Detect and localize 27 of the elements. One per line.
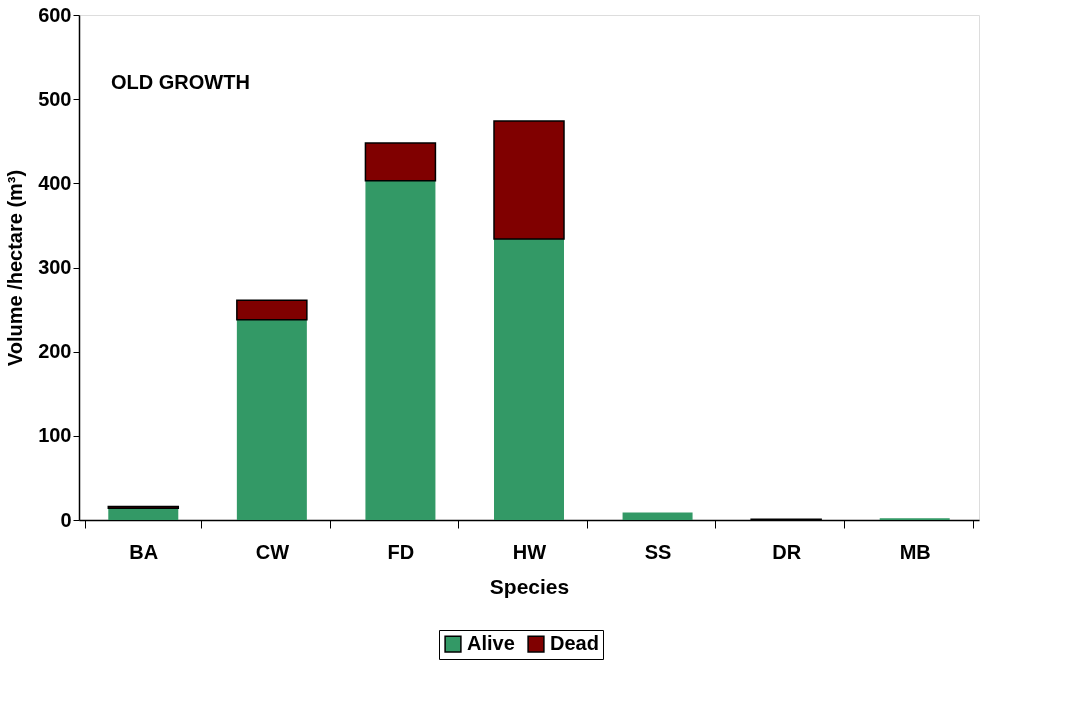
bar — [622, 512, 693, 520]
x-tick-label: MB — [899, 540, 931, 563]
bar — [494, 238, 564, 520]
x-tick-label: FD — [387, 540, 415, 563]
y-tick-label: 0 — [60, 508, 72, 531]
x-tick-label: HW — [512, 540, 547, 563]
x-tick-label: DR — [772, 540, 802, 563]
bar — [365, 180, 436, 520]
bar — [364, 142, 437, 182]
bar — [236, 319, 307, 520]
y-tick-label: 200 — [38, 340, 72, 363]
x-tick-label: CW — [255, 540, 290, 563]
bar — [493, 120, 565, 240]
y-tick-label: 400 — [38, 171, 72, 194]
y-axis-title: Volume /hectare (m³) — [4, 169, 27, 367]
y-tick-label: 500 — [38, 87, 72, 110]
y-tick-label: 100 — [38, 424, 72, 447]
x-tick-label: BA — [129, 540, 159, 563]
x-tick-label: SS — [644, 540, 672, 563]
x-axis-title: Species — [489, 574, 570, 598]
bar — [108, 508, 179, 520]
annotation: OLD GROWTH — [111, 71, 250, 93]
legend-label: Dead — [550, 632, 599, 655]
bar — [236, 299, 308, 321]
y-tick-label: 300 — [38, 256, 72, 278]
legend-label: Alive — [467, 632, 515, 655]
y-tick-label: 600 — [38, 3, 72, 26]
